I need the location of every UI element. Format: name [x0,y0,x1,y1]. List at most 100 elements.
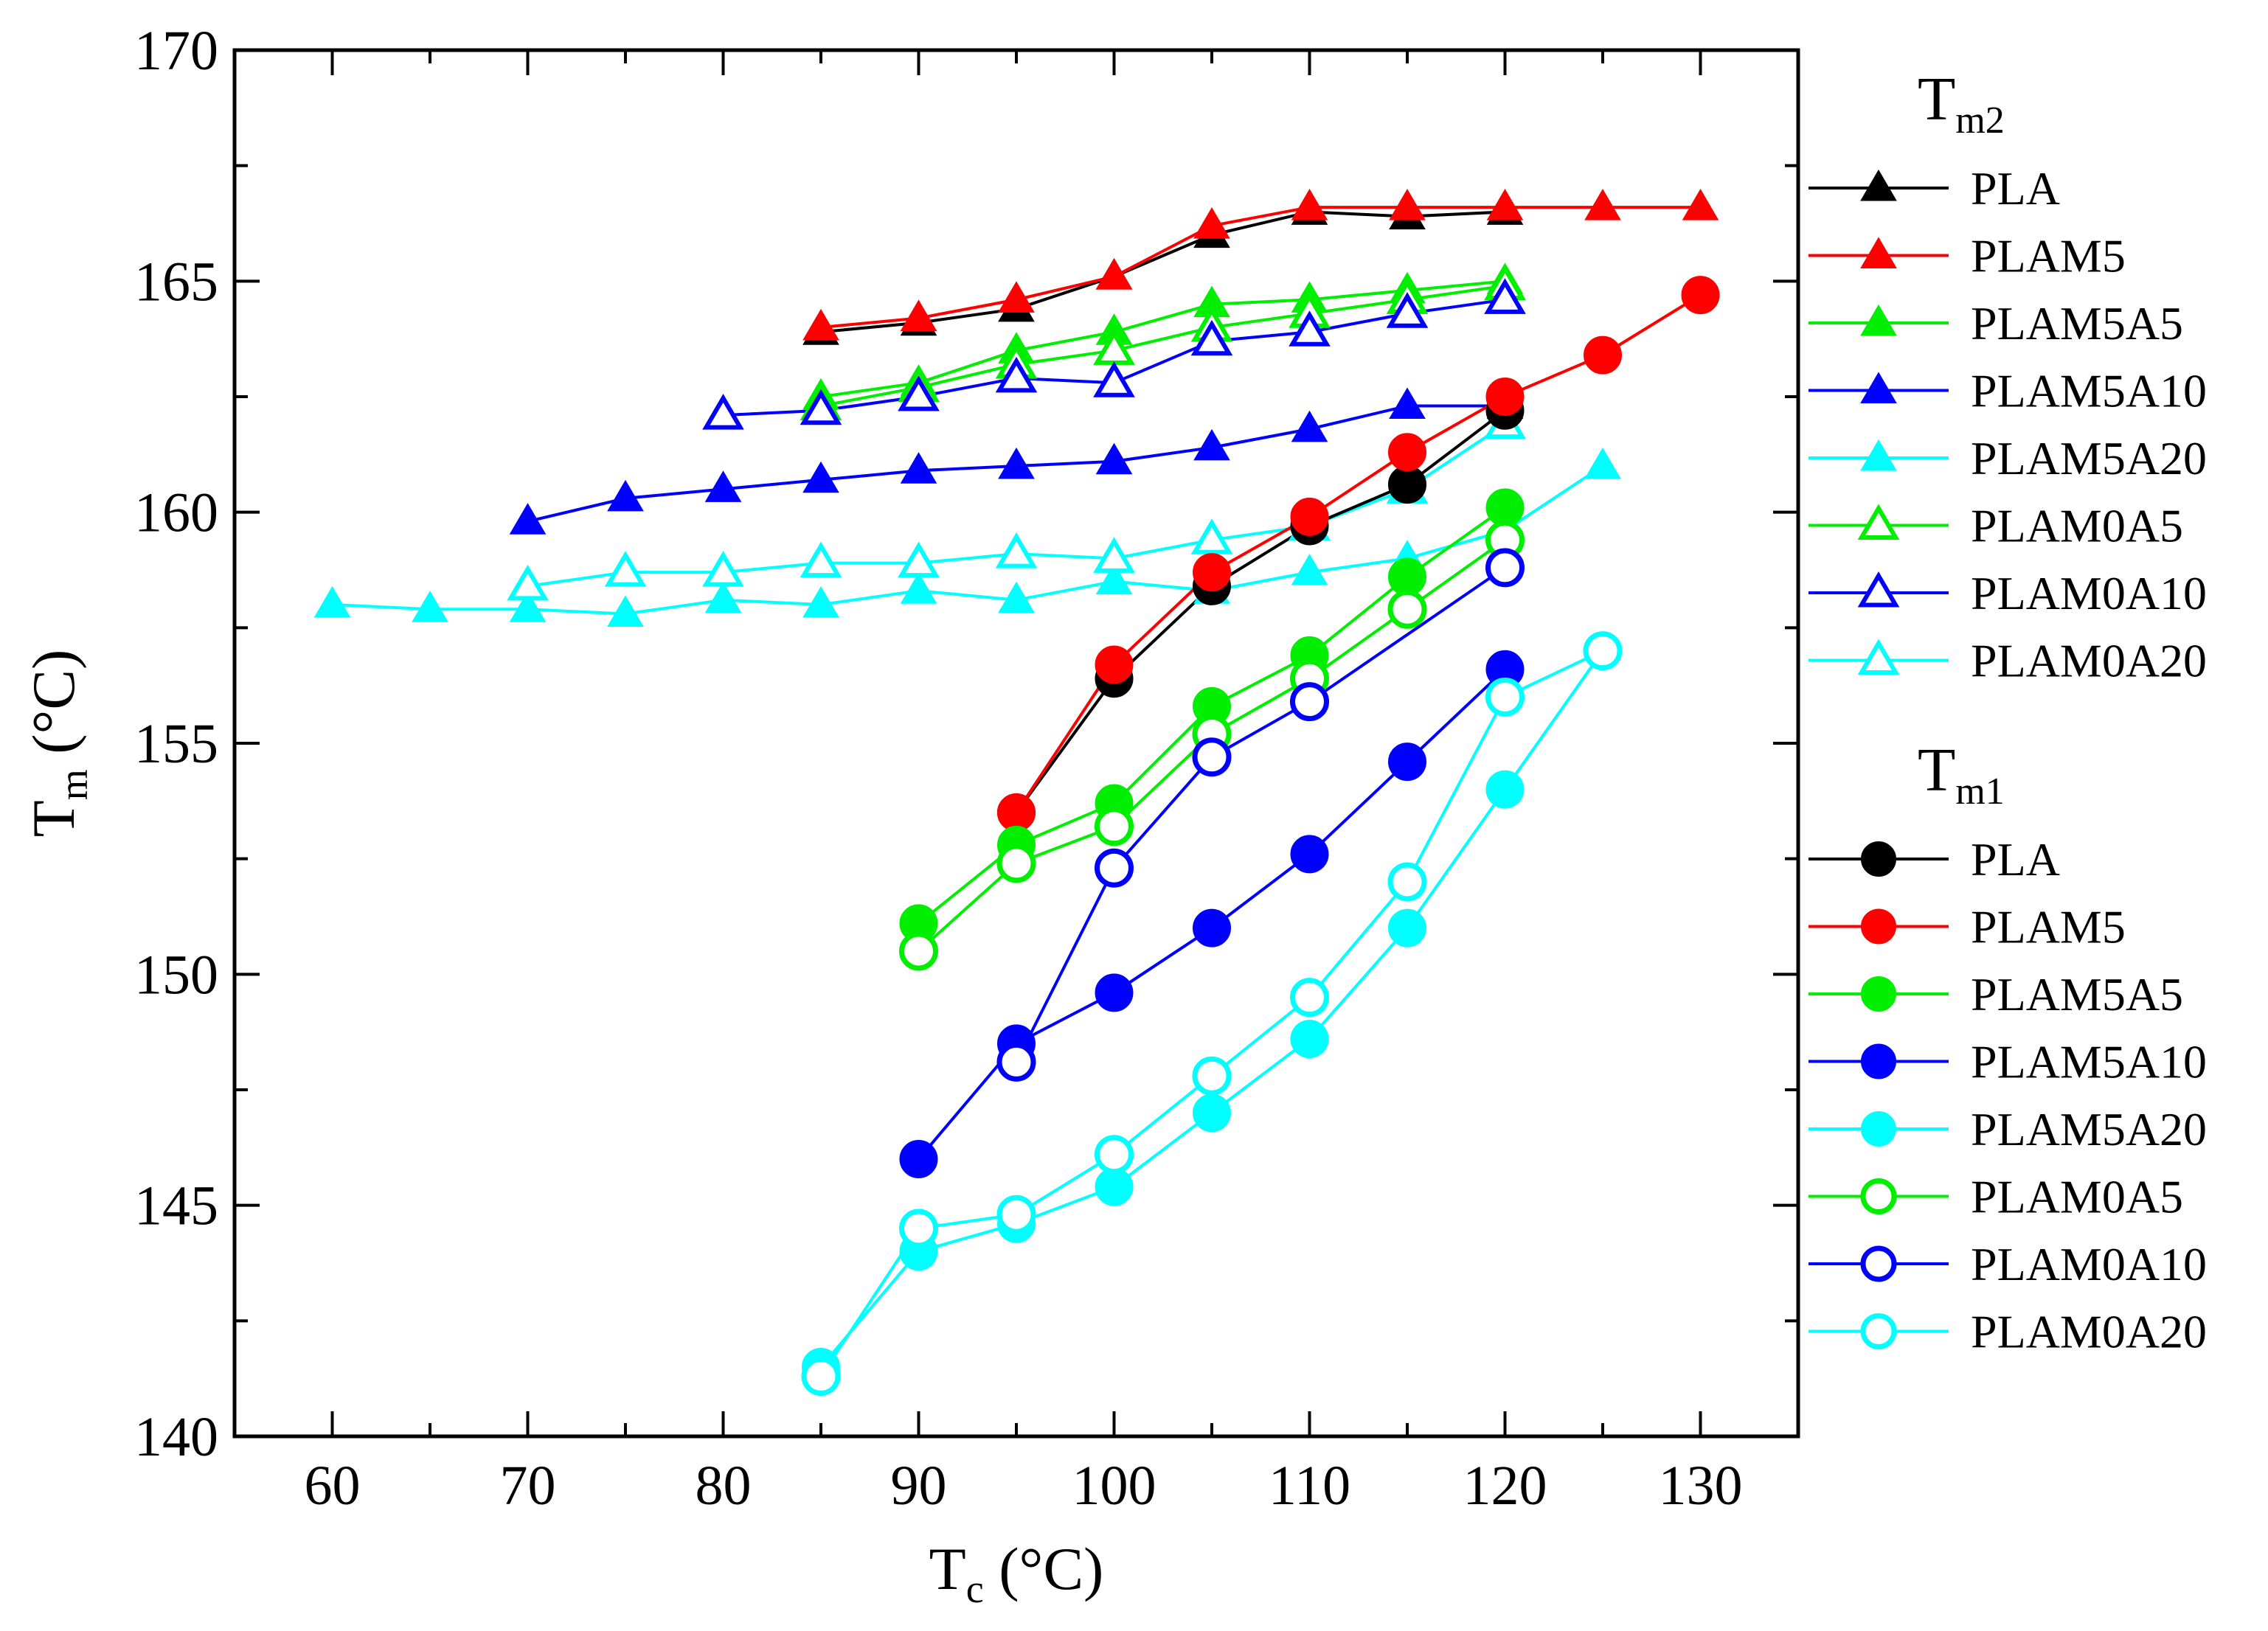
data-point-tm2-plam0a10 [702,394,744,430]
legend-marker-tm1-plam0a5 [1860,1178,1897,1214]
data-point-tm2-plam0a10 [800,389,842,425]
data-point-tm2-plam0a20 [1093,537,1135,573]
y-tick-label: 140 [134,1406,218,1468]
x-tick-label: 130 [1659,1455,1743,1517]
data-point-tm1-plam0a20 [1192,1056,1232,1096]
data-point-tm2-plam5a10 [1291,410,1328,442]
data-point-tm2-plam0a10 [1484,278,1526,314]
legend-label-tm1-plam5: PLAM5 [1971,901,2126,953]
legend-label-tm1-plam0a10: PLAM0A10 [1971,1238,2207,1290]
legend-marker-tm1-plam0a10 [1860,1245,1897,1282]
legend-label-tm1-plam5a10: PLAM5A10 [1971,1036,2207,1088]
legend: Tm2 Tm1 PLA PLAM5 PLAM5A5 PLAM5A10 PLAM5A20 P… [1808,65,2207,1358]
data-point-tm2-plam0a10 [995,356,1038,393]
legend-group-title-tm2: Tm2 [1918,65,2005,142]
x-tick-label: 70 [500,1455,556,1517]
data-point-tm2-plam5a20 [313,585,351,618]
legend-group-title-tm1: Tm1 [1918,736,2005,813]
data-point-tm1-plam5 [1193,553,1231,592]
data-point-tm2-plam5a10 [1095,442,1133,475]
data-point-tm1-plam5 [1388,433,1426,472]
data-point-tm1-plam5 [1290,497,1329,536]
legend-marker-tm2-pla [1860,169,1897,201]
legend-label-tm1-plam5a20: PLAM5A20 [1971,1103,2207,1155]
legend-label-tm2-plam5a20: PLAM5A20 [1971,432,2207,484]
series-line-tm2-plam5 [820,206,1701,329]
legend-marker-tm1-plam5a20 [1861,1111,1896,1147]
x-tick-label: 120 [1463,1455,1547,1517]
data-point-tm2-plam5a20 [802,585,839,618]
legend-marker-tm1-plam0a20 [1860,1313,1897,1349]
data-point-tm2-plam5 [1291,188,1328,220]
data-point-tm1-plam5 [1485,378,1525,416]
data-point-tm1-plam5a10 [899,1140,938,1178]
data-point-tm1-plam0a10 [1192,737,1232,777]
x-axis-title: Tc (°C) [929,1535,1104,1611]
data-point-tm1-plam5a20 [1485,770,1525,809]
data-point-tm1-plam0a5 [1095,807,1134,846]
data-point-tm2-plam5a20 [509,591,547,622]
data-point-tm1-plam5 [1584,335,1622,375]
legend-marker-tm1-plam5 [1861,908,1896,945]
legend-label-tm1-plam5a5: PLAM5A5 [1971,968,2183,1020]
data-point-tm2-plam0a10 [1093,361,1135,397]
legend-label-tm2-plam0a5: PLAM0A5 [1971,500,2183,552]
legend-marker-tm2-plam0a10 [1857,571,1900,608]
data-point-tm2-plam0a20 [507,564,549,601]
legend-label-tm1-plam0a5: PLAM0A5 [1971,1171,2183,1223]
data-point-tm1-plam5a10 [1388,743,1426,782]
data-point-tm2-plam5 [1193,207,1230,239]
y-tick-label: 145 [134,1175,218,1237]
x-tick-label: 100 [1072,1455,1156,1517]
data-point-tm2-plam5 [1095,257,1133,290]
legend-label-tm2-plam5: PLAM5 [1971,230,2126,282]
x-tick-label: 80 [696,1455,752,1517]
data-point-tm2-plam0a20 [995,532,1038,568]
plot-series [313,188,1720,1397]
data-point-tm1-plam0a10 [1485,548,1525,588]
data-point-tm1-pla [1388,465,1426,504]
data-point-tm1-plam0a10 [996,1042,1036,1082]
data-point-tm1-plam5 [997,793,1036,832]
data-point-tm2-plam5a10 [998,447,1035,479]
data-point-tm2-plam0a20 [800,541,842,578]
data-point-tm1-plam0a10 [1095,848,1134,888]
legend-marker-tm2-plam5a20 [1860,439,1897,471]
data-point-tm2-plam5a20 [607,595,644,627]
legend-label-tm1-pla: PLA [1971,833,2060,886]
y-tick-label: 155 [134,713,218,775]
data-point-tm1-plam0a5 [1387,589,1427,629]
data-point-tm1-plam5a10 [1290,835,1329,874]
plot-frame [232,48,1800,1439]
legend-marker-tm2-plam5a10 [1860,372,1897,403]
legend-marker-tm2-plam5a5 [1860,304,1897,336]
data-point-tm2-plam0a20 [1190,518,1233,554]
legend-marker-tm2-plam0a5 [1857,504,1900,540]
data-point-tm2-plam5a10 [1389,387,1426,420]
legend-marker-tm1-plam5a10 [1861,1043,1896,1079]
data-point-tm2-plam5 [1486,188,1524,220]
y-tick-label: 150 [134,944,218,1006]
y-tick-label: 165 [134,251,218,313]
data-point-tm1-plam5a20 [1388,908,1426,947]
data-point-tm2-plam5a20 [998,581,1035,613]
data-point-tm2-plam5a20 [1095,563,1133,595]
legend-label-tm2-plam5a5: PLAM5A5 [1971,297,2183,350]
series-line-tm2-pla [820,210,1505,334]
data-point-tm1-plam5 [1095,645,1134,684]
legend-marker-tm2-plam5 [1860,237,1897,268]
series-line-tm2-plam5a20 [332,465,1604,616]
data-point-tm1-plam5a20 [1290,1020,1329,1059]
data-point-tm2-plam5 [1389,188,1426,220]
data-point-tm2-plam0a10 [898,375,940,411]
x-tick-label: 60 [305,1455,361,1517]
data-point-tm1-plam5a20 [1193,1093,1231,1133]
y-tick-label: 170 [134,20,218,82]
data-point-tm1-plam0a5 [899,931,938,971]
data-point-tm2-plam5a10 [900,452,937,484]
data-point-tm2-plam0a20 [898,541,940,578]
data-point-tm1-plam5a10 [1193,908,1231,947]
data-point-tm2-plam5 [802,308,839,341]
data-point-tm1-plam0a20 [1095,1135,1134,1175]
